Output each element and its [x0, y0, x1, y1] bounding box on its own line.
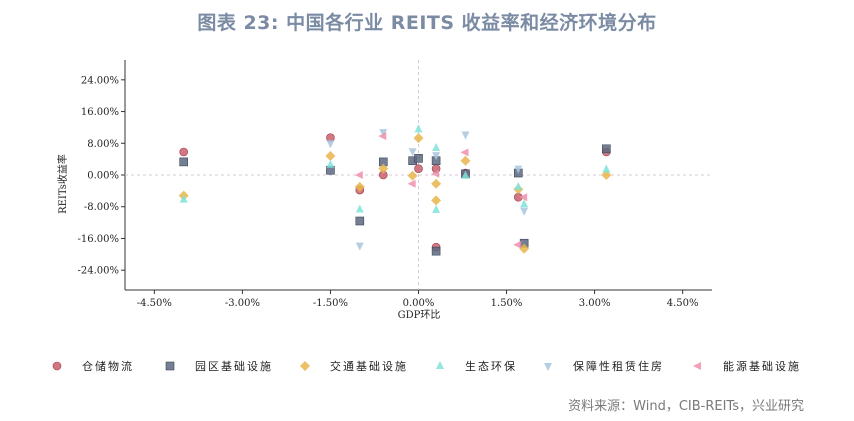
legend-label: 生态环保 — [465, 360, 517, 373]
legend-label: 园区基础设施 — [195, 360, 273, 373]
data-point-series-5 — [408, 148, 417, 157]
data-point-series-3 — [354, 181, 365, 192]
data-point-series-2 — [414, 154, 423, 163]
source-note: 资料来源：Wind，CIB-REITs，兴业研究 — [568, 399, 804, 414]
data-point-series-2 — [179, 157, 188, 167]
data-point-series-6 — [354, 171, 363, 179]
data-point-series-6 — [378, 132, 387, 141]
data-point-series-5 — [355, 242, 364, 251]
legend-marker — [165, 361, 175, 371]
legend-marker-shape — [693, 362, 701, 370]
data-point-series-4 — [514, 181, 523, 190]
data-point-series-6 — [519, 193, 528, 202]
data-point-series-4 — [432, 204, 441, 213]
data-point-series-5 — [520, 207, 529, 216]
data-point-series-3 — [413, 133, 424, 144]
data-point-series-3 — [407, 170, 418, 181]
data-point-series-3 — [601, 170, 612, 180]
data-point-series-3 — [378, 163, 389, 174]
data-point-series-4 — [520, 199, 529, 208]
legend-marker — [52, 361, 62, 371]
legend-item: 生态环保 — [433, 356, 517, 376]
data-points — [178, 124, 612, 256]
y-tick-label: -16.00% — [77, 234, 119, 245]
data-point-series-3 — [431, 195, 442, 206]
y-tick-label: 24.00% — [81, 75, 119, 86]
data-point-series-6 — [460, 148, 469, 157]
data-point-series-3 — [325, 150, 336, 161]
legend-marker — [436, 361, 444, 369]
data-point-series-2 — [355, 216, 365, 226]
data-point-series-4 — [326, 159, 335, 168]
data-point-series-4 — [432, 143, 441, 152]
data-point-series-4 — [355, 204, 364, 213]
legend-marker-shape — [436, 361, 444, 369]
legend-item: 保障性租赁住房 — [541, 356, 664, 376]
legend-label: 保障性租赁住房 — [573, 360, 664, 373]
data-point-series-4 — [461, 170, 470, 179]
x-tick-label: -3.00% — [225, 298, 260, 309]
legend-marker — [544, 363, 552, 371]
data-point-series-4 — [602, 164, 611, 173]
data-point-series-3 — [460, 155, 471, 166]
legend-marker — [693, 362, 701, 370]
x-tick-label: 0.00% — [403, 298, 435, 309]
data-point-series-6 — [513, 240, 522, 249]
y-tick-label: -24.00% — [77, 266, 119, 277]
legend-label: 能源基础设施 — [723, 360, 801, 373]
chart-title: 图表 23: 中国各行业 REITS 收益率和经济环境分布 — [197, 12, 657, 34]
data-point-series-1 — [414, 164, 423, 173]
legend-marker-shape — [544, 363, 552, 371]
legend-item: 仓储物流 — [50, 356, 134, 376]
x-tick-label: -1.50% — [313, 298, 348, 309]
legend-marker-shape — [165, 361, 175, 371]
y-tick-label: 8.00% — [87, 139, 119, 150]
data-point-series-3 — [431, 178, 442, 189]
legend-item: 能源基础设施 — [691, 356, 801, 376]
x-tick-label: -4.50% — [137, 298, 172, 309]
data-point-series-5 — [461, 131, 470, 140]
data-point-series-3 — [519, 243, 530, 254]
y-tick-label: -8.00% — [84, 202, 119, 213]
data-point-series-4 — [179, 194, 188, 203]
y-tick-label: 0.00% — [87, 171, 119, 182]
data-point-series-1 — [179, 147, 188, 157]
legend-label: 仓储物流 — [82, 360, 134, 373]
data-point-series-6 — [407, 179, 416, 188]
legend: 仓储物流 园区基础设施 交通基础设施 生态环保 保障性租赁住房 能源基础设施 — [50, 356, 830, 376]
data-point-series-2 — [431, 246, 441, 256]
legend-marker-shape — [300, 361, 310, 371]
x-tick-label: 3.00% — [579, 298, 611, 309]
y-tick-label: 16.00% — [81, 107, 119, 118]
data-point-series-6 — [431, 169, 440, 178]
axes: 24.00% 16.00% 8.00% 0.00% -8.00% -16.00% -24.0… — [77, 60, 712, 309]
legend-marker — [300, 361, 310, 371]
legend-marker-shape — [52, 361, 62, 371]
legend-item: 交通基础设施 — [298, 356, 408, 376]
x-tick-label: 4.50% — [667, 298, 699, 309]
data-point-series-5 — [432, 152, 441, 161]
data-point-series-5 — [514, 165, 523, 174]
data-point-series-4 — [414, 124, 423, 133]
x-tick-label: 1.50% — [491, 298, 523, 309]
data-point-series-5 — [379, 129, 388, 138]
x-axis-label: GDP环比 — [398, 309, 441, 321]
scatter-chart: 24.00% 16.00% 8.00% 0.00% -8.00% -16.00% -24.0… — [56, 60, 712, 321]
legend-label: 交通基础设施 — [330, 360, 408, 373]
y-axis-label: REITs收益率 — [56, 154, 69, 214]
data-point-series-2 — [602, 144, 611, 154]
data-point-series-5 — [326, 140, 335, 149]
legend-item: 园区基础设施 — [163, 356, 273, 376]
